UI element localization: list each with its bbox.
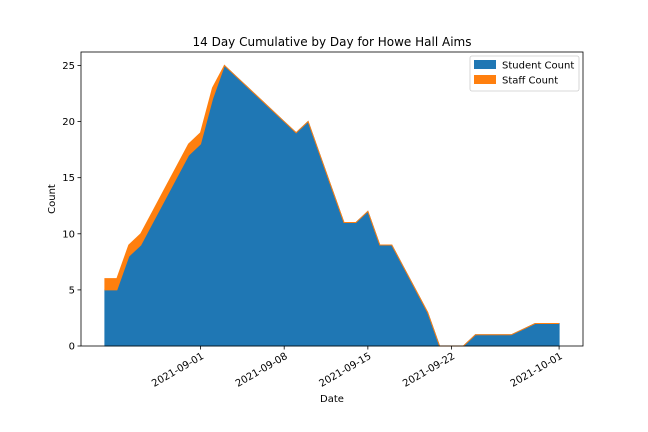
legend-label-student: Student Count xyxy=(502,61,574,72)
y-tick-label: 25 xyxy=(62,61,75,72)
legend-swatch-student xyxy=(474,60,496,69)
y-tick-label: 5 xyxy=(69,285,75,296)
y-tick-label: 0 xyxy=(69,342,75,353)
legend-box xyxy=(469,55,580,92)
y-axis: 0 5 10 15 20 25 xyxy=(62,61,81,353)
legend-swatch-staff xyxy=(474,75,496,84)
chart-title: 14 Day Cumulative by Day for Howe Hall A… xyxy=(193,35,472,49)
y-axis-label: Count xyxy=(47,184,58,214)
y-tick-label: 15 xyxy=(62,173,75,184)
legend: Student Count Staff Count xyxy=(469,55,580,92)
legend-label-staff: Staff Count xyxy=(502,76,558,87)
y-tick-label: 20 xyxy=(62,117,75,128)
area-series-staff-count xyxy=(104,64,560,347)
plot-frame xyxy=(80,51,584,347)
y-tick-label: 10 xyxy=(62,229,75,240)
x-axis-label: Date xyxy=(320,394,344,405)
